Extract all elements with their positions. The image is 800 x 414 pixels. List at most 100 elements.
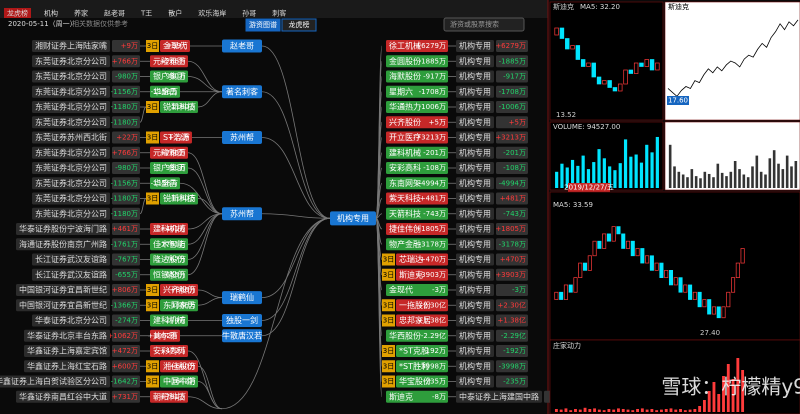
seat-amount: -767万 — [115, 256, 138, 264]
stock: 佳木智能 — [153, 239, 185, 249]
seat-amount-box — [496, 375, 528, 388]
tab[interactable] — [195, 8, 230, 18]
candle — [711, 306, 716, 315]
tab[interactable] — [4, 8, 31, 18]
stock-box — [386, 238, 448, 251]
seat-amount: -1180万 — [111, 210, 138, 218]
stock-amount: +22万 — [168, 134, 190, 142]
tag-box — [382, 360, 395, 373]
stock-box — [386, 85, 448, 98]
group-box[interactable] — [222, 329, 262, 343]
stock: 一拖股份 — [399, 300, 431, 310]
bar — [716, 163, 720, 188]
group-box[interactable] — [222, 39, 262, 53]
seat: 中泰证券上海建国中路 — [459, 391, 539, 401]
seat-box — [16, 390, 110, 403]
price-box — [667, 96, 689, 105]
stock-box — [150, 268, 188, 281]
group-box[interactable] — [222, 85, 262, 99]
seat-amount: -3178万 — [499, 240, 526, 248]
stock-amount: +766万 — [160, 57, 186, 65]
seat-amount: -917万 — [503, 73, 526, 81]
bar — [785, 155, 789, 188]
tag-box — [382, 375, 395, 388]
search-box[interactable] — [443, 17, 525, 32]
seat: 机构专用 — [459, 117, 491, 127]
group-label: 苏州帮 — [230, 132, 254, 142]
price-label: 17.60 — [668, 97, 688, 105]
connector — [261, 137, 331, 219]
stock: 华盛昌 — [153, 178, 177, 188]
tab[interactable] — [71, 8, 91, 18]
bar — [607, 409, 611, 412]
bar — [650, 409, 654, 412]
bar — [631, 410, 635, 412]
seat: 东莞证券北京分公司 — [35, 193, 107, 203]
bar — [702, 400, 706, 412]
tab[interactable] — [165, 8, 186, 18]
stock-amount: -767万 — [163, 256, 186, 264]
seat: 机构专用 — [459, 56, 491, 66]
group-box[interactable] — [222, 131, 262, 144]
connector — [261, 91, 331, 219]
group-box[interactable] — [222, 207, 262, 221]
stock-amount: -3998万 — [419, 362, 446, 370]
group-box[interactable] — [222, 291, 262, 305]
tab[interactable] — [101, 8, 128, 18]
bar — [576, 165, 580, 188]
seat-amount-box — [112, 162, 140, 174]
button[interactable] — [245, 18, 281, 32]
group-box[interactable] — [222, 314, 262, 327]
seat-amount: -655万 — [115, 271, 138, 279]
chart-panel — [549, 339, 800, 414]
stock-box — [386, 146, 448, 159]
bar — [574, 409, 577, 412]
connector — [261, 45, 331, 219]
stock-amount: -4994万 — [419, 179, 446, 187]
candle — [630, 240, 635, 257]
stock: 兴齐股份 — [163, 285, 195, 295]
stock-box — [150, 55, 188, 68]
candle — [563, 284, 568, 300]
candle — [692, 291, 697, 300]
stock-box — [150, 70, 188, 83]
stock-box — [150, 253, 188, 266]
connector — [261, 217, 331, 337]
chart-panel — [549, 1, 664, 121]
bar — [717, 394, 721, 412]
tag: 3日 — [383, 347, 394, 355]
button[interactable] — [281, 18, 317, 32]
stock: 锐新科技 — [163, 102, 195, 112]
tab[interactable] — [239, 8, 260, 18]
bar — [731, 379, 735, 412]
search-placeholder[interactable]: 游资或股票搜索 — [450, 20, 499, 29]
bar — [597, 149, 601, 188]
seat-amount: +461万 — [112, 225, 138, 233]
seat-amount-box — [496, 268, 528, 281]
seat-amount-box — [496, 223, 528, 235]
tab[interactable] — [138, 8, 156, 18]
stock: 捷佳伟创 — [389, 224, 421, 234]
stock-amount: -743万 — [423, 210, 446, 218]
tab[interactable] — [269, 8, 290, 18]
button-label: 游资图谱 — [249, 20, 277, 29]
stock: 朝阳科技 — [153, 391, 185, 401]
bar — [629, 156, 633, 188]
stock-box — [386, 116, 448, 129]
seat-amount: +766万 — [112, 149, 138, 157]
candle — [697, 291, 702, 308]
seat-amount-box — [496, 162, 528, 174]
seat-box — [456, 101, 494, 113]
seat-box — [32, 116, 110, 129]
seat-amount: -192万 — [503, 347, 526, 355]
bar — [565, 167, 569, 188]
bar — [602, 158, 606, 188]
bar — [617, 408, 620, 412]
bar — [707, 173, 711, 188]
tab[interactable] — [41, 8, 61, 18]
seat: 机构专用 — [459, 285, 491, 295]
center-box[interactable] — [330, 211, 376, 226]
stock-amount: -235万 — [423, 378, 446, 386]
seat-amount: +600万 — [112, 362, 138, 370]
